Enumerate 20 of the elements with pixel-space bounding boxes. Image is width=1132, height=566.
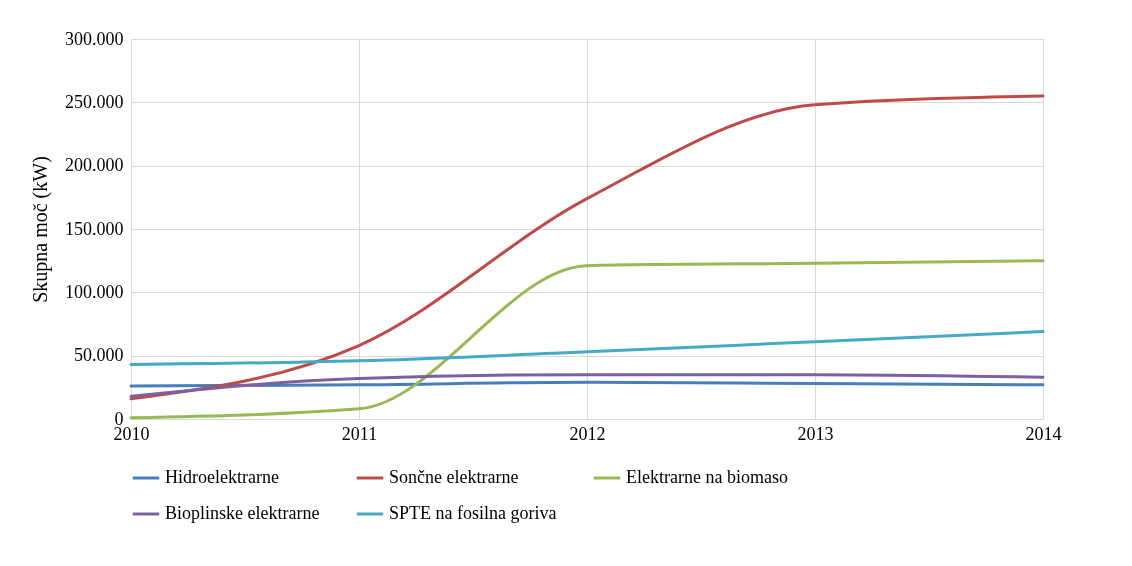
y-tick-label: 300.000	[65, 28, 124, 49]
y-tick-label: 50.000	[74, 345, 124, 366]
y-tick-label: 150.000	[65, 218, 124, 239]
line-series	[129, 259, 1045, 420]
x-tick-label: 2013	[797, 423, 834, 444]
legend-label: Bioplinske elektrarne	[165, 503, 320, 523]
legend-label: Hidroelektrarne	[165, 467, 279, 487]
legend-label: Elektrarne na biomaso	[626, 467, 788, 487]
y-axis-title: Skupna moč (kW)	[29, 156, 52, 303]
line-series	[129, 330, 1045, 367]
y-tick-label: 250.000	[65, 91, 124, 112]
legend-label: SPTE na fosilna goriva	[389, 503, 557, 523]
legend-label: Sončne elektrarne	[389, 467, 519, 487]
x-tick-label: 2012	[569, 423, 606, 444]
x-tick-label: 2014	[1025, 423, 1062, 444]
line-series	[129, 94, 1045, 401]
y-tick-label: 200.000	[65, 155, 124, 176]
line-series	[129, 373, 1045, 398]
y-tick-label: 100.000	[65, 281, 124, 302]
x-tick-label: 2011	[341, 423, 378, 444]
